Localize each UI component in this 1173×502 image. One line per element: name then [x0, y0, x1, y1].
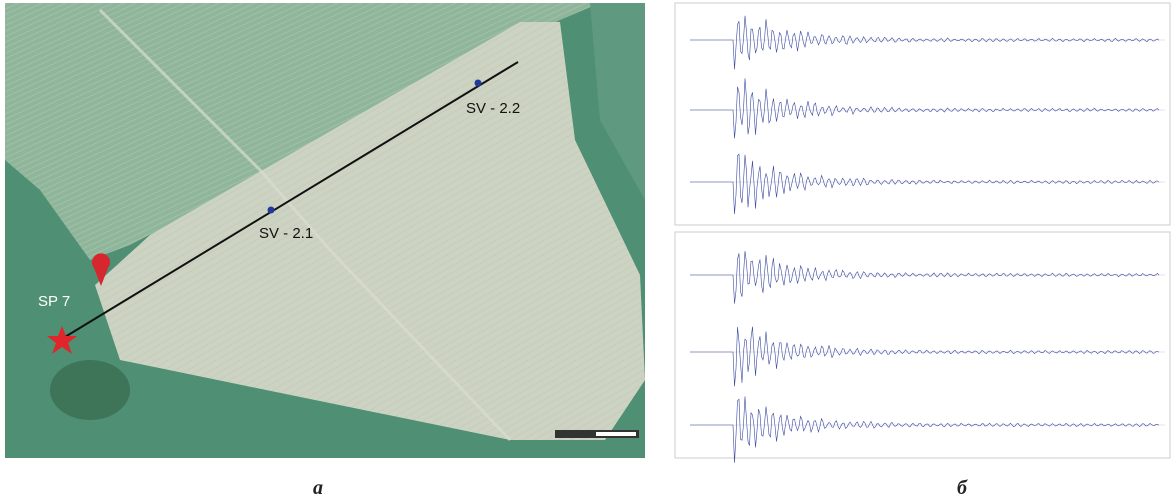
receiver-label: SV - 2.1: [259, 225, 313, 242]
seismogram-panel: [675, 3, 1170, 463]
seismogram-box: [675, 232, 1170, 458]
source-label: SP 7: [38, 293, 70, 310]
figure-canvas: SV - 2.2 SV - 2.1 SP 7 а б: [0, 0, 1173, 502]
map-panel: SV - 2.2 SV - 2.1 SP 7: [5, 3, 645, 458]
receiver-label: SV - 2.2: [466, 100, 520, 117]
receiver-point: [475, 80, 482, 87]
panel-caption: а: [313, 477, 323, 499]
panel-caption: б: [957, 477, 968, 499]
scale-bar-part: [596, 432, 636, 436]
figure: SV - 2.2 SV - 2.1 SP 7 а б: [0, 0, 1173, 502]
tree-cluster: [50, 360, 130, 420]
receiver-point: [268, 207, 275, 214]
